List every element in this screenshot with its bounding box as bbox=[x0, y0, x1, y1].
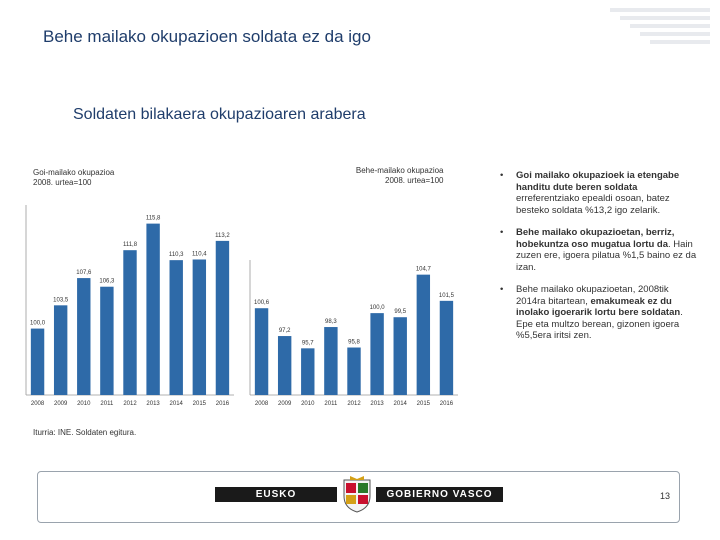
bar bbox=[277, 336, 292, 395]
x-tick-label: 2013 bbox=[370, 401, 384, 407]
data-label: 97,2 bbox=[279, 328, 291, 334]
bar bbox=[347, 347, 361, 395]
x-tick-label: 2012 bbox=[347, 401, 361, 407]
data-label: 110,4 bbox=[192, 251, 207, 257]
x-tick-label: 2009 bbox=[54, 401, 68, 407]
bar bbox=[439, 300, 454, 395]
x-tick-label: 2008 bbox=[31, 401, 45, 407]
x-tick-label: 2011 bbox=[324, 401, 338, 407]
x-tick-label: 2013 bbox=[146, 401, 160, 407]
bar bbox=[100, 286, 114, 395]
coat-of-arms-icon bbox=[340, 474, 374, 514]
bullet-bold: emakumeak ez du inolako igoerarik lortu … bbox=[516, 295, 681, 319]
data-label: 101,5 bbox=[439, 293, 455, 299]
x-tick-label: 2016 bbox=[440, 401, 454, 407]
data-label: 99,5 bbox=[394, 309, 406, 315]
data-label: 98,3 bbox=[325, 319, 337, 325]
source-note: Iturria: INE. Soldaten egitura. bbox=[33, 428, 137, 437]
bullet-item: • Behe mailako okupazioetan, berriz, hob… bbox=[500, 227, 700, 273]
bar bbox=[254, 308, 269, 395]
data-label: 103,5 bbox=[53, 297, 69, 303]
chart-1-title: Goi-mailako okupazioa bbox=[33, 168, 115, 177]
x-tick-label: 2009 bbox=[278, 401, 292, 407]
x-tick-label: 2014 bbox=[170, 401, 184, 407]
logo-eusko-jaurlaritza: EUSKO JAURLARITZA bbox=[215, 487, 337, 515]
x-tick-label: 2010 bbox=[77, 401, 91, 407]
bar bbox=[416, 274, 431, 395]
bullet-bold: Goi mailako okupazioek ia etengabe handi… bbox=[516, 170, 680, 193]
data-label: 111,8 bbox=[123, 242, 138, 248]
chart-2-subtitle: 2008. urtea=100 bbox=[385, 176, 444, 185]
bar bbox=[30, 328, 45, 395]
x-tick-label: 2010 bbox=[301, 401, 315, 407]
data-label: 106,3 bbox=[99, 279, 115, 285]
bullet-text: . Epe eta multzo berean, gizonen igoera … bbox=[516, 307, 683, 341]
x-tick-label: 2012 bbox=[123, 401, 137, 407]
bar bbox=[324, 327, 338, 395]
bar bbox=[53, 305, 68, 395]
x-tick-label: 2014 bbox=[394, 401, 408, 407]
chart-1-label: Goi-mailako okupazioa 2008. urtea=100 bbox=[33, 168, 114, 188]
data-label: 95,8 bbox=[348, 340, 360, 346]
data-label: 100,6 bbox=[254, 300, 270, 306]
page-number: 13 bbox=[660, 491, 671, 501]
bullet-dot-icon: • bbox=[500, 227, 504, 238]
chart-behe-mailako: 100,6 2008 97,2 2009 95,7 2010 98,3 2011 95,8 201… bbox=[249, 260, 458, 407]
x-tick-label: 2015 bbox=[417, 401, 431, 407]
bullet-item: • Goi mailako okupazioek ia etengabe han… bbox=[500, 170, 700, 216]
bullet-prefix: Behe mailako okupazioetan, 2008tik 2014r… bbox=[516, 284, 669, 307]
header-decoration bbox=[600, 0, 720, 60]
bullet-bold: Behe mailako okupazioetan, berriz, hobek… bbox=[516, 227, 675, 250]
x-tick-label: 2008 bbox=[255, 401, 269, 407]
bar bbox=[146, 223, 160, 395]
bullet-list: • Goi mailako okupazioek ia etengabe han… bbox=[500, 170, 700, 353]
bullet-text: erreferentziako epealdi osoan, batez bes… bbox=[516, 193, 670, 216]
bar bbox=[370, 313, 384, 395]
bar bbox=[192, 259, 207, 395]
bar bbox=[393, 317, 407, 395]
data-label: 107,6 bbox=[76, 270, 92, 276]
chart-goi-mailako: 100,0 2008 103,5 2009 107,6 2010 106,3 2011 111,… bbox=[25, 205, 234, 407]
bar bbox=[169, 260, 183, 395]
bar bbox=[77, 278, 91, 395]
bullet-text: . Hain zuzen ere, igoera pilatua %1,5 ba… bbox=[516, 238, 697, 273]
bullet-item: • Behe mailako okupazioetan, 2008tik 201… bbox=[500, 284, 700, 342]
bullet-dot-icon: • bbox=[500, 284, 504, 295]
data-label: 113,2 bbox=[215, 233, 230, 239]
bullet-dot-icon: • bbox=[500, 170, 504, 181]
x-tick-label: 2011 bbox=[100, 401, 114, 407]
bar bbox=[215, 240, 230, 395]
data-label: 104,7 bbox=[416, 267, 432, 273]
bar bbox=[123, 250, 137, 395]
data-label: 115,8 bbox=[146, 216, 161, 222]
logo-gobierno-vasco: GOBIERNO VASCO bbox=[376, 487, 503, 502]
data-label: 110,3 bbox=[169, 252, 184, 258]
x-tick-label: 2016 bbox=[216, 401, 230, 407]
chart-2-label: Behe-mailako okupazioa 2008. urtea=100 bbox=[355, 166, 444, 186]
footer-box bbox=[37, 471, 680, 523]
data-label: 100,0 bbox=[370, 305, 386, 311]
bar bbox=[301, 348, 315, 395]
data-label: 95,7 bbox=[302, 340, 314, 346]
page-title: Behe mailako okupazioen soldata ez da ig… bbox=[43, 27, 371, 46]
x-tick-label: 2015 bbox=[193, 401, 207, 407]
data-label: 100,0 bbox=[30, 321, 46, 327]
chart-2-title: Behe-mailako okupazioa bbox=[355, 166, 444, 175]
chart-1-subtitle: 2008. urtea=100 bbox=[33, 178, 92, 187]
page-subtitle: Soldaten bilakaera okupazioaren arabera bbox=[73, 106, 366, 123]
